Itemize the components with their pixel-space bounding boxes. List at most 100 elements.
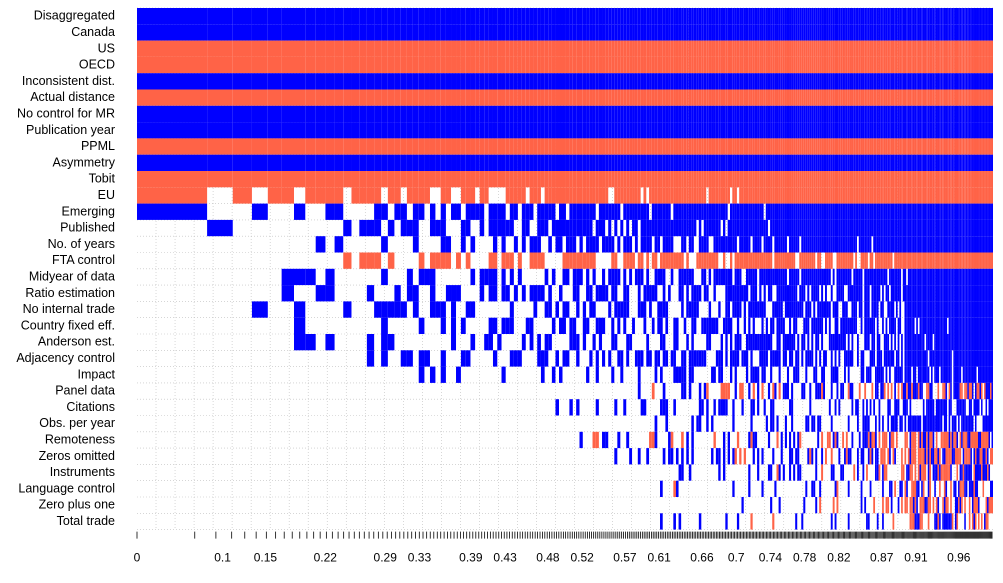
cell [686,24,689,40]
cell [871,122,873,138]
cell [923,8,925,24]
cell [673,334,676,350]
cell [862,155,864,171]
cell [696,253,698,269]
cell [566,8,569,24]
cell [923,220,925,236]
cell [793,24,795,40]
cell [470,90,475,106]
cell [759,155,761,171]
cell [541,73,545,89]
cell [864,220,866,236]
cell [252,8,268,24]
cell [689,204,692,220]
cell [657,187,660,203]
cell [825,106,827,122]
cell [882,8,884,24]
cell [649,41,652,57]
cell [886,41,888,57]
cell [904,24,906,40]
cell [966,8,968,24]
cell [987,57,988,73]
cell [972,318,974,334]
cell [579,155,582,171]
cell [401,24,407,40]
cell [797,73,799,89]
cell [665,301,668,317]
cell [879,334,881,350]
cell [713,285,715,301]
cell [836,236,838,252]
cell [967,106,969,122]
cell [955,301,957,317]
cell [906,220,908,236]
cell [781,155,783,171]
cell [589,253,592,269]
cell [803,269,805,285]
cell [807,318,809,334]
cell [787,90,789,106]
cell [689,57,692,73]
cell [795,90,797,106]
cell [797,24,799,40]
cell [772,187,774,203]
cell [548,187,552,203]
cell [646,138,649,154]
cell [761,204,763,220]
cell [744,171,746,187]
cell [829,41,831,57]
cell [207,220,233,236]
cell [972,8,974,24]
cell [746,253,748,269]
cell [566,90,569,106]
cell [807,122,809,138]
cell [789,187,791,203]
cell [770,41,772,57]
cell [701,41,703,57]
cell [875,301,877,317]
cell [821,318,823,334]
cell [548,8,552,24]
cell [602,350,605,366]
cell [759,236,761,252]
cell [952,220,954,236]
cell [887,122,889,138]
cell [676,73,679,89]
cell [958,334,960,350]
cell [620,187,623,203]
cell [884,204,886,220]
cell [844,318,846,334]
cell [911,73,913,89]
cell [871,204,873,220]
cell [908,73,910,89]
cell [608,57,611,73]
cell [466,57,471,73]
cell [663,220,666,236]
cell [807,57,809,73]
cell [446,73,451,89]
cell [394,285,400,301]
cell [939,8,941,24]
cell [870,73,872,89]
cell [359,90,367,106]
cell [848,236,850,252]
cell [990,171,991,187]
cell [475,41,480,57]
cell [381,73,388,89]
cell [746,122,748,138]
cell [836,138,838,154]
cell [617,318,620,334]
cell [833,301,835,317]
cell [875,41,877,57]
cell [761,138,763,154]
cell [835,171,837,187]
cell [990,24,991,40]
cell [537,253,541,269]
cell [401,73,407,89]
cell [884,350,886,366]
cell [684,57,687,73]
cell [966,41,968,57]
cell [980,138,982,154]
cell [956,8,958,24]
cell [871,350,873,366]
